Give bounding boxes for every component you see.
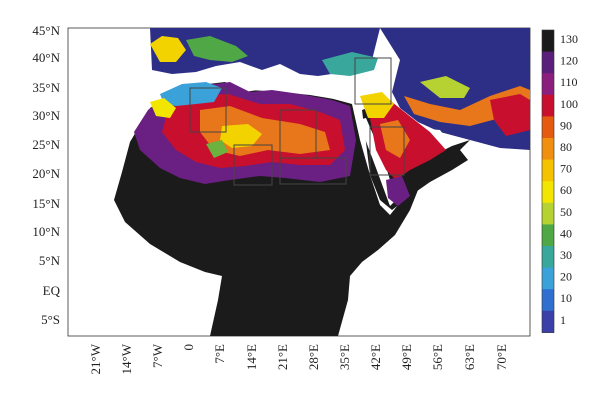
colorbar-swatch [542, 224, 554, 247]
lon-tick-label: 63°E [462, 344, 477, 370]
colorbar-swatch [542, 73, 554, 96]
colorbar-label: 40 [560, 226, 572, 240]
arabia-field-purple [386, 176, 410, 206]
lat-tick-label: 5°N [39, 253, 61, 268]
region-box-central-sahara [233, 144, 273, 186]
colorbar-label: 30 [560, 248, 572, 262]
sahara-field-yellow [220, 124, 262, 148]
colorbar-border [541, 29, 555, 333]
europe-rim-green [186, 36, 248, 62]
lat-tick-label: 25°N [32, 137, 60, 152]
lat-tick-label: 45°N [32, 23, 60, 38]
colorbar-swatch [542, 138, 554, 161]
sahara-field-green [206, 140, 228, 158]
lon-tick-label: 0 [181, 344, 196, 351]
colorbar-swatch [542, 116, 554, 139]
colorbar-label: 60 [560, 183, 572, 197]
region-box-arabia [369, 126, 405, 176]
iran-field-green [420, 76, 470, 98]
lon-tick-label: 7°W [150, 343, 165, 368]
lat-tick-label: EQ [43, 283, 61, 298]
colorbar-swatch [542, 267, 554, 290]
colorbar-label: 110 [560, 75, 578, 89]
colorbar-swatch [542, 310, 554, 333]
colorbar-swatch [542, 246, 554, 269]
lat-tick-label: 35°N [32, 80, 60, 95]
colorbar-swatch [542, 30, 554, 53]
arabia-field-orange [380, 120, 410, 158]
colorbar-label: 130 [560, 32, 578, 46]
lon-tick-label: 21°E [275, 344, 290, 370]
iran-field-red [490, 94, 530, 136]
colorbar: 130 120 110 100 90 80 70 60 50 40 30 20 10 1 [541, 29, 578, 333]
colorbar-swatch [542, 51, 554, 74]
lon-tick-label: 35°E [337, 344, 352, 370]
maghreb-field-yellow [150, 98, 176, 118]
longitude-axis: 21°W 14°W 7°W 0 7°E 14°E 21°E 28°E 35°E 42°E 49°E 5… [88, 343, 509, 374]
lat-tick-label: 40°N [32, 50, 60, 65]
latitude-axis: 45°N 40°N 35°N 30°N 25°N 20°N 15°N 10°N 5°N EQ 5°S [32, 23, 60, 327]
colorbar-label: 120 [560, 54, 578, 68]
colorbar-label: 50 [560, 205, 572, 219]
colorbar-swatch [542, 181, 554, 204]
colorbar-swatch [542, 94, 554, 117]
lat-tick-label: 30°N [32, 108, 60, 123]
colorbar-label: 90 [560, 118, 572, 132]
lon-tick-label: 21°W [88, 343, 103, 374]
region-box-levant [354, 57, 392, 105]
lon-tick-label: 14°E [244, 344, 259, 370]
lat-tick-label: 20°N [32, 166, 60, 181]
lon-tick-label: 28°E [306, 344, 321, 370]
lon-tick-label: 70°E [494, 344, 509, 370]
colorbar-label: 80 [560, 140, 572, 154]
colorbar-swatch [542, 159, 554, 182]
lon-tick-label: 42°E [368, 344, 383, 370]
region-box-egypt-sudan [279, 157, 347, 185]
lat-tick-label: 10°N [32, 224, 60, 239]
lon-tick-label: 7°E [212, 344, 227, 364]
colorbar-label: 1 [560, 313, 566, 327]
lon-tick-label: 14°W [119, 343, 134, 374]
colorbar-label: 20 [560, 270, 572, 284]
colorbar-label: 10 [560, 291, 572, 305]
europe-rim-yellow [150, 36, 186, 62]
colorbar-swatch [542, 289, 554, 312]
lat-tick-label: 15°N [32, 196, 60, 211]
arabia-field-yellow [360, 92, 394, 118]
region-box-maghreb [189, 87, 227, 133]
map-content [114, 28, 530, 336]
colorbar-label: 100 [560, 97, 578, 111]
lon-tick-label: 56°E [430, 344, 445, 370]
colorbar-label: 70 [560, 162, 572, 176]
lon-tick-label: 49°E [399, 344, 414, 370]
lat-tick-label: 5°S [41, 312, 60, 327]
colorbar-swatch [542, 202, 554, 225]
mediterranean-sea [156, 68, 362, 100]
